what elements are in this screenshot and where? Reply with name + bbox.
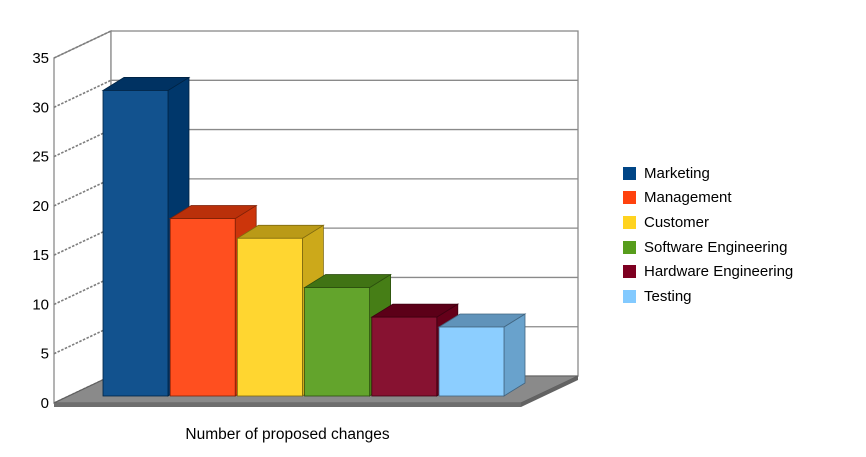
legend-swatch-management [623, 191, 636, 205]
y-tick-label-10: 10 [32, 296, 49, 313]
bar-software-engineering [304, 287, 371, 397]
left-wall [53, 29, 112, 405]
tick-hatch [53, 178, 112, 207]
y-tick-label-35: 35 [32, 50, 49, 67]
y-tick-label-15: 15 [32, 247, 49, 264]
legend-label-customer: Customer [644, 213, 710, 231]
legend-item-management: Management [623, 186, 793, 211]
legend-label-testing: Testing [644, 287, 692, 305]
legend-swatch-marketing [623, 166, 636, 180]
floor-right-edge [521, 376, 578, 407]
y-tick-label-20: 20 [32, 198, 49, 215]
tick-hatch [53, 30, 112, 59]
legend-swatch-software-engineering [623, 240, 636, 254]
tick-hatch [53, 128, 112, 158]
y-tick-label-0: 0 [41, 395, 49, 412]
legend-label-hardware-engineering: Hardware Engineering [644, 263, 794, 281]
legend-item-testing: Testing [623, 284, 793, 309]
bar-management [169, 218, 236, 397]
bar-testing [438, 326, 505, 397]
y-tick-label-25: 25 [32, 149, 49, 166]
bar-testing-side [503, 313, 526, 397]
floor-front-edge [54, 403, 521, 407]
y-tick-label-5: 5 [41, 346, 49, 363]
bar-customer [236, 237, 303, 397]
tick-hatch [53, 325, 112, 355]
legend-item-customer: Customer [623, 210, 793, 235]
tick-hatch [53, 276, 112, 306]
legend-item-software-engineering: Software Engineering [623, 235, 793, 260]
x-axis-title: Number of proposed changes [185, 426, 390, 443]
legend-swatch-hardware-engineering [623, 265, 636, 279]
legend-label-management: Management [644, 189, 732, 207]
bar-marketing [102, 90, 169, 397]
legend-label-marketing: Marketing [644, 164, 710, 182]
legend-swatch-testing [623, 289, 636, 303]
bar-hardware-engineering [371, 316, 438, 397]
y-tick-label-30: 30 [32, 99, 49, 116]
legend-item-marketing: Marketing [623, 161, 793, 186]
tick-hatch [53, 79, 112, 109]
tick-hatch [53, 227, 112, 256]
legend-item-hardware-engineering: Hardware Engineering [623, 259, 793, 284]
legend-swatch-customer [623, 215, 636, 229]
legend-label-software-engineering: Software Engineering [644, 238, 788, 256]
legend: Marketing Management Customer Software E… [623, 161, 793, 309]
